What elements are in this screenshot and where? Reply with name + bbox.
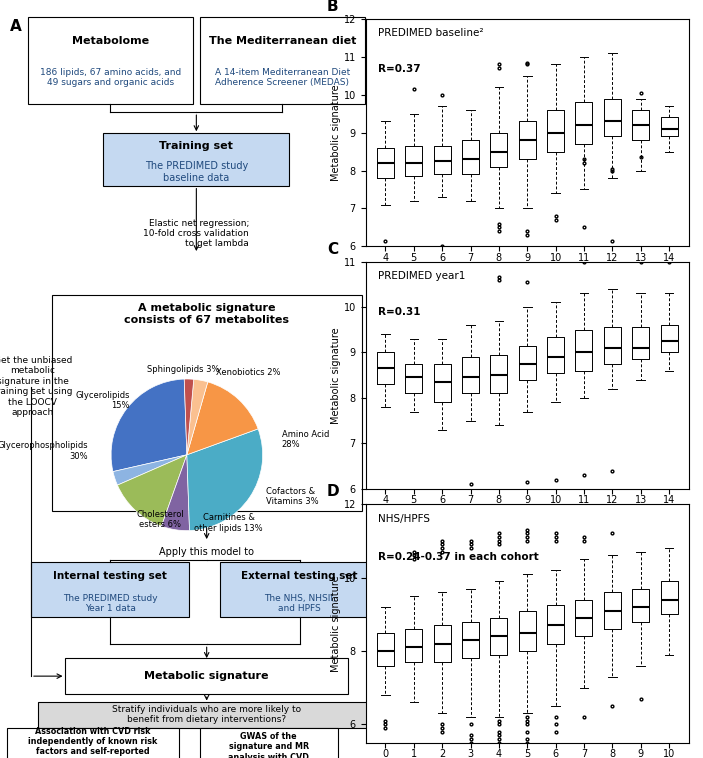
Text: B: B: [327, 0, 338, 14]
Text: Stratify individuals who are more likely to
benefit from dietary interventions?: Stratify individuals who are more likely…: [112, 705, 302, 725]
FancyBboxPatch shape: [221, 562, 379, 617]
Text: The PREDIMED study
Year 1 data: The PREDIMED study Year 1 data: [63, 594, 157, 613]
Y-axis label: Metabolic signature: Metabolic signature: [330, 575, 341, 672]
Text: Metabolome: Metabolome: [72, 36, 149, 46]
FancyBboxPatch shape: [7, 728, 179, 758]
FancyBboxPatch shape: [31, 562, 190, 617]
Text: External testing set: External testing set: [241, 571, 358, 581]
Text: R=0.31: R=0.31: [378, 307, 421, 317]
Text: NHS/HPFS: NHS/HPFS: [378, 514, 430, 524]
Y-axis label: Metabolic signature: Metabolic signature: [331, 327, 341, 424]
Text: The Mediterranean diet: The Mediterranean diet: [209, 36, 356, 46]
Text: 186 lipids, 67 amino acids, and
49 sugars and organic acids: 186 lipids, 67 amino acids, and 49 sugar…: [39, 67, 181, 87]
FancyBboxPatch shape: [65, 658, 348, 694]
Text: Apply this model to: Apply this model to: [159, 547, 254, 557]
Text: Association with CVD risk
independently of known risk
factors and self-reported
: Association with CVD risk independently …: [28, 726, 157, 758]
Text: A: A: [11, 19, 22, 34]
Text: PREDIMED baseline²: PREDIMED baseline²: [378, 28, 484, 38]
Text: A metabolic signature
consists of 67 metabolites: A metabolic signature consists of 67 met…: [124, 303, 289, 325]
FancyBboxPatch shape: [200, 728, 337, 758]
FancyBboxPatch shape: [51, 295, 361, 511]
Text: R=0.24-0.37 in each cohort: R=0.24-0.37 in each cohort: [378, 552, 539, 562]
Text: R=0.37: R=0.37: [378, 64, 421, 74]
Text: C: C: [327, 242, 338, 257]
Text: PREDIMED year1: PREDIMED year1: [378, 271, 466, 280]
Text: Metabolic signature: Metabolic signature: [144, 671, 269, 681]
Text: The PREDIMED study
baseline data: The PREDIMED study baseline data: [145, 161, 248, 183]
Text: Get the unbiased
metabolic
signature in the
training set using
the LOOCV
approac: Get the unbiased metabolic signature in …: [0, 356, 72, 417]
FancyBboxPatch shape: [27, 17, 193, 105]
Text: D: D: [327, 484, 340, 500]
Text: GWAS of the
signature and MR
analysis with CVD: GWAS of the signature and MR analysis wi…: [228, 731, 309, 758]
Text: Training set: Training set: [160, 141, 233, 152]
Text: A 14-item Mediterranean Diet
Adherence Screener (MEDAS): A 14-item Mediterranean Diet Adherence S…: [215, 67, 350, 87]
Text: Elastic net regression;
10-fold cross validation
to get lambda: Elastic net regression; 10-fold cross va…: [143, 218, 250, 249]
Text: The NHS, NHSII,
and HPFS: The NHS, NHSII, and HPFS: [264, 594, 335, 613]
Text: Internal testing set: Internal testing set: [53, 571, 167, 581]
Y-axis label: Metabolic signature: Metabolic signature: [330, 84, 341, 181]
FancyBboxPatch shape: [38, 702, 375, 728]
FancyBboxPatch shape: [103, 133, 290, 186]
FancyBboxPatch shape: [200, 17, 365, 105]
